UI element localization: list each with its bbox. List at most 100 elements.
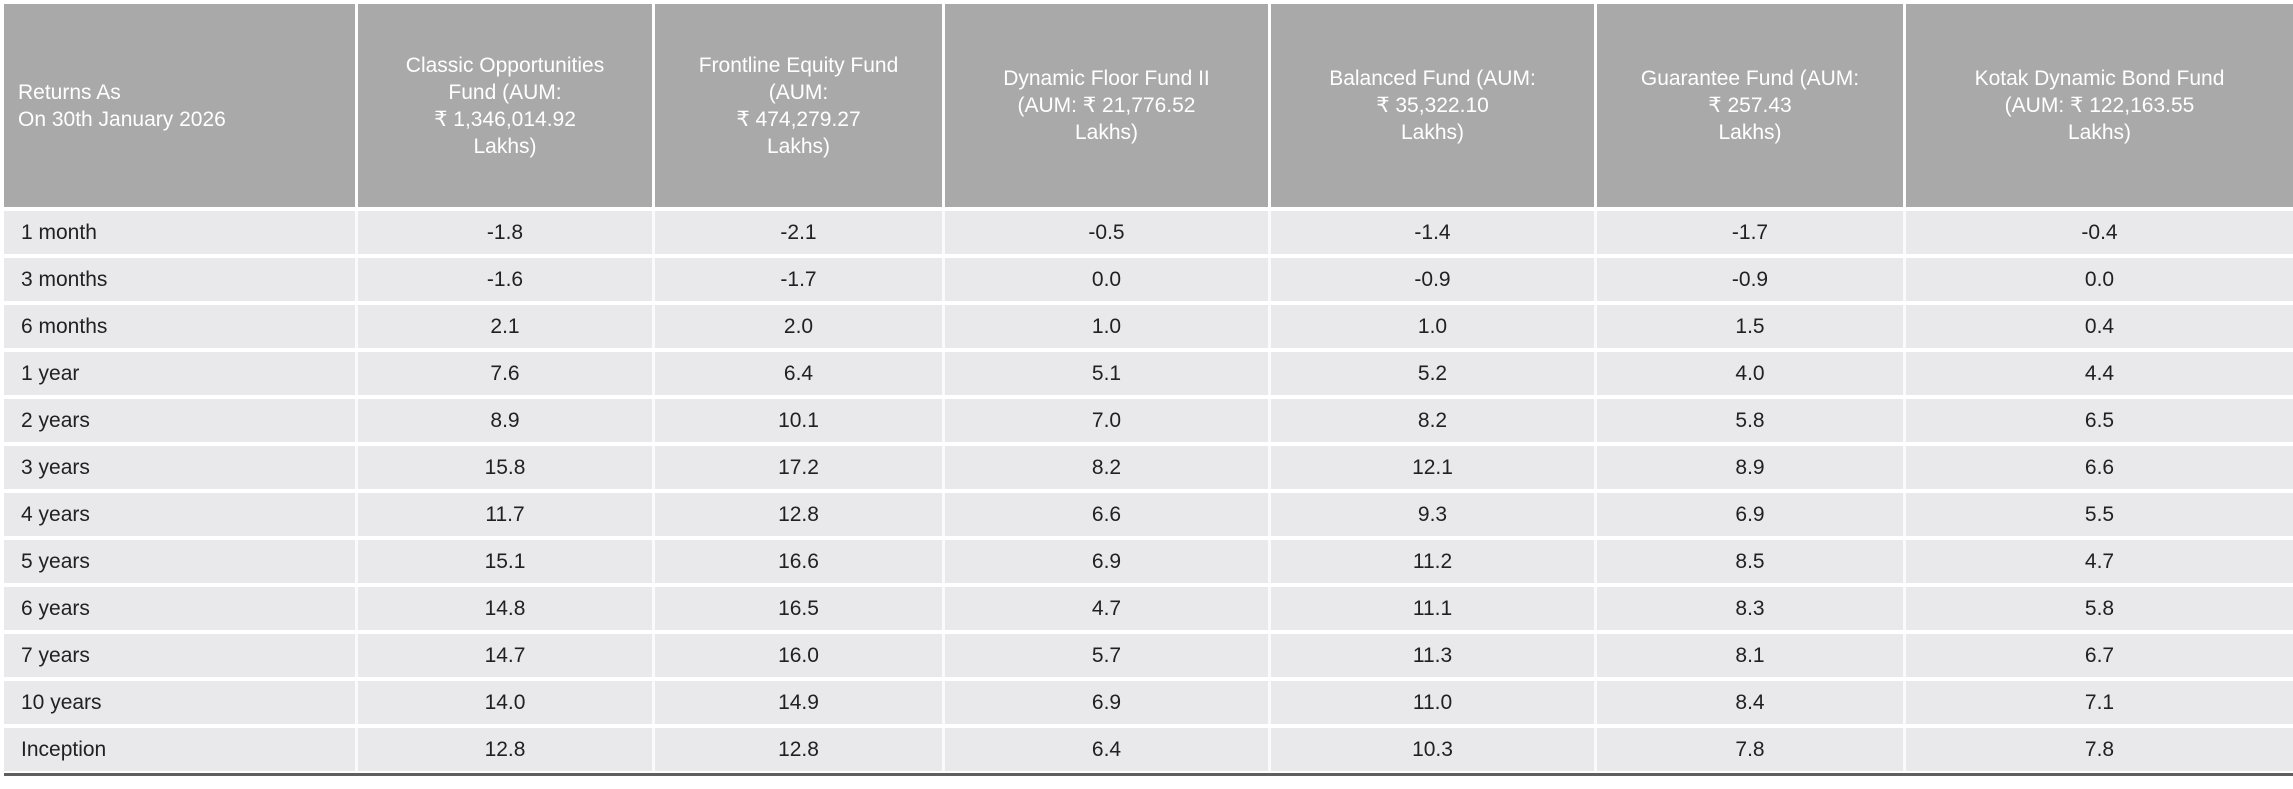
table-bottom-rule xyxy=(4,773,2293,776)
return-value-cell: 8.4 xyxy=(1594,681,1903,724)
return-value-cell: 4.4 xyxy=(1903,352,2293,395)
return-value-cell: 16.6 xyxy=(652,540,942,583)
fund-header-line: ₹ 1,346,014.92 xyxy=(434,107,576,131)
return-value-cell: 15.1 xyxy=(355,540,652,583)
fund-header-line: Lakhs) xyxy=(1718,121,1782,144)
return-value-cell: 4.0 xyxy=(1594,352,1903,395)
return-value-cell: 8.3 xyxy=(1594,587,1903,630)
fund-column-header: Frontline Equity Fund (AUM: ₹ 474,279.27 La… xyxy=(652,4,942,207)
return-value-cell: 10.1 xyxy=(652,399,942,442)
return-value-cell: 6.5 xyxy=(1903,399,2293,442)
row-period-label: 2 years xyxy=(4,399,355,442)
return-value-cell: 5.7 xyxy=(942,634,1268,677)
return-value-cell: 12.8 xyxy=(652,728,942,771)
return-value-cell: 4.7 xyxy=(1903,540,2293,583)
return-value-cell: 6.4 xyxy=(652,352,942,395)
return-value-cell: 14.9 xyxy=(652,681,942,724)
row-period-label: Inception xyxy=(4,728,355,771)
fund-header-line: Lakhs) xyxy=(473,134,537,158)
return-value-cell: 11.0 xyxy=(1268,681,1594,724)
return-value-cell: 7.8 xyxy=(1903,728,2293,771)
fund-column-header: Kotak Dynamic Bond Fund (AUM: ₹ 122,163.5… xyxy=(1903,4,2293,207)
return-value-cell: 6.9 xyxy=(942,681,1268,724)
row-period-label: 5 years xyxy=(4,540,355,583)
return-value-cell: 6.9 xyxy=(1594,493,1903,536)
return-value-cell: 8.9 xyxy=(355,399,652,442)
return-value-cell: 10.3 xyxy=(1268,728,1594,771)
row-period-label: 1 month xyxy=(4,211,355,254)
return-value-cell: 0.0 xyxy=(942,258,1268,301)
fund-header-line: Lakhs) xyxy=(1400,121,1465,144)
return-value-cell: -1.8 xyxy=(355,211,652,254)
return-value-cell: 0.0 xyxy=(1903,258,2293,301)
table-row: 3 years 15.8 17.2 8.2 12.1 8.9 6.6 xyxy=(4,446,2293,489)
return-value-cell: -1.4 xyxy=(1268,211,1594,254)
fund-header-line: Classic Opportunities xyxy=(405,53,605,77)
fund-header-line: Dynamic Floor Fund II xyxy=(1003,67,1210,90)
fund-header-line: Lakhs) xyxy=(1074,121,1139,144)
fund-header-line: (AUM: xyxy=(768,80,829,104)
return-value-cell: -1.7 xyxy=(652,258,942,301)
table-header-row: Returns As On 30th January 2026 Classic … xyxy=(4,4,2293,207)
table-row: 5 years 15.1 16.6 6.9 11.2 8.5 4.7 xyxy=(4,540,2293,583)
return-value-cell: 2.0 xyxy=(652,305,942,348)
return-value-cell: 14.0 xyxy=(355,681,652,724)
return-value-cell: 7.1 xyxy=(1903,681,2293,724)
return-value-cell: -0.9 xyxy=(1594,258,1903,301)
table-row: 3 months -1.6 -1.7 0.0 -0.9 -0.9 0.0 xyxy=(4,258,2293,301)
fund-header-line: (AUM: ₹ 21,776.52 xyxy=(1017,94,1196,117)
table-row: 7 years 14.7 16.0 5.7 11.3 8.1 6.7 xyxy=(4,634,2293,677)
return-value-cell: -1.6 xyxy=(355,258,652,301)
fund-header-line: Lakhs) xyxy=(766,134,831,158)
return-value-cell: 5.2 xyxy=(1268,352,1594,395)
return-value-cell: 8.2 xyxy=(1268,399,1594,442)
return-value-cell: 14.7 xyxy=(355,634,652,677)
return-value-cell: 11.2 xyxy=(1268,540,1594,583)
return-value-cell: 11.7 xyxy=(355,493,652,536)
table-row: 6 years 14.8 16.5 4.7 11.1 8.3 5.8 xyxy=(4,587,2293,630)
return-value-cell: -1.7 xyxy=(1594,211,1903,254)
table-row: 4 years 11.7 12.8 6.6 9.3 6.9 5.5 xyxy=(4,493,2293,536)
return-value-cell: 1.5 xyxy=(1594,305,1903,348)
return-value-cell: 6.6 xyxy=(1903,446,2293,489)
return-value-cell: 7.6 xyxy=(355,352,652,395)
row-period-label: 7 years xyxy=(4,634,355,677)
fund-header-line: Kotak Dynamic Bond Fund xyxy=(1974,67,2225,90)
row-period-label: 3 years xyxy=(4,446,355,489)
return-value-cell: -0.5 xyxy=(942,211,1268,254)
return-value-cell: 5.8 xyxy=(1903,587,2293,630)
table-row: Inception 12.8 12.8 6.4 10.3 7.8 7.8 xyxy=(4,728,2293,771)
fund-returns-table: Returns As On 30th January 2026 Classic … xyxy=(4,4,2293,776)
table-row: 1 year 7.6 6.4 5.1 5.2 4.0 4.4 xyxy=(4,352,2293,395)
return-value-cell: 6.4 xyxy=(942,728,1268,771)
return-value-cell: 5.5 xyxy=(1903,493,2293,536)
returns-as-line2: On 30th January 2026 xyxy=(18,107,226,131)
return-value-cell: 6.6 xyxy=(942,493,1268,536)
return-value-cell: 12.8 xyxy=(652,493,942,536)
row-period-label: 6 months xyxy=(4,305,355,348)
return-value-cell: 12.1 xyxy=(1268,446,1594,489)
return-value-cell: 15.8 xyxy=(355,446,652,489)
return-value-cell: -0.4 xyxy=(1903,211,2293,254)
return-value-cell: 0.4 xyxy=(1903,305,2293,348)
return-value-cell: 8.2 xyxy=(942,446,1268,489)
row-period-label: 4 years xyxy=(4,493,355,536)
return-value-cell: 8.9 xyxy=(1594,446,1903,489)
return-value-cell: 7.8 xyxy=(1594,728,1903,771)
table-row: 10 years 14.0 14.9 6.9 11.0 8.4 7.1 xyxy=(4,681,2293,724)
fund-header-line: ₹ 474,279.27 xyxy=(736,107,861,131)
return-value-cell: 9.3 xyxy=(1268,493,1594,536)
row-period-label: 10 years xyxy=(4,681,355,724)
returns-as-header-cell: Returns As On 30th January 2026 xyxy=(4,4,355,207)
return-value-cell: 11.1 xyxy=(1268,587,1594,630)
return-value-cell: 16.0 xyxy=(652,634,942,677)
return-value-cell: 5.8 xyxy=(1594,399,1903,442)
return-value-cell: -2.1 xyxy=(652,211,942,254)
fund-header-line: Guarantee Fund (AUM: xyxy=(1640,67,1860,90)
fund-column-header: Dynamic Floor Fund II (AUM: ₹ 21,776.52 La… xyxy=(942,4,1268,207)
return-value-cell: 1.0 xyxy=(942,305,1268,348)
return-value-cell: 4.7 xyxy=(942,587,1268,630)
fund-header-line: Lakhs) xyxy=(2067,121,2132,144)
return-value-cell: 6.9 xyxy=(942,540,1268,583)
return-value-cell: 17.2 xyxy=(652,446,942,489)
